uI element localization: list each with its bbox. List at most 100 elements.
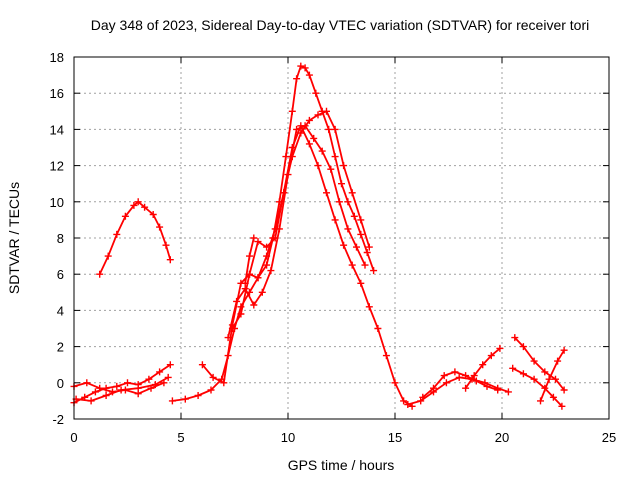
data-point bbox=[168, 397, 176, 405]
data-point bbox=[462, 372, 470, 380]
data-point bbox=[357, 216, 365, 224]
series-line-arc-8 bbox=[227, 124, 366, 339]
series-arc-4 bbox=[72, 373, 172, 405]
data-point bbox=[504, 388, 512, 396]
data-point bbox=[327, 165, 335, 173]
data-point bbox=[297, 129, 305, 137]
data-point bbox=[156, 223, 164, 231]
data-point bbox=[361, 261, 369, 269]
data-point bbox=[344, 198, 352, 206]
data-point bbox=[284, 171, 292, 179]
data-point bbox=[340, 241, 348, 249]
y-tick-label: 16 bbox=[50, 86, 64, 101]
y-tick-label: -2 bbox=[52, 412, 64, 427]
chart-title: Day 348 of 2023, Sidereal Day-to-day VTE… bbox=[91, 17, 590, 33]
y-tick-label: 8 bbox=[57, 231, 64, 246]
data-point bbox=[541, 368, 549, 376]
data-point bbox=[263, 243, 271, 251]
series-line-arc-6 bbox=[201, 65, 375, 384]
data-point bbox=[370, 267, 378, 275]
series-arc-1 bbox=[96, 198, 174, 278]
data-point bbox=[558, 402, 566, 410]
data-point bbox=[318, 147, 326, 155]
data-point bbox=[134, 198, 142, 206]
data-point bbox=[220, 379, 228, 387]
data-point bbox=[365, 303, 373, 311]
data-point bbox=[314, 162, 322, 170]
data-point bbox=[141, 203, 149, 211]
data-point bbox=[462, 384, 470, 392]
data-point bbox=[391, 379, 399, 387]
x-tick-label: 0 bbox=[70, 430, 77, 445]
series-line-arc-7 bbox=[231, 110, 371, 330]
data-point bbox=[102, 392, 110, 399]
data-point bbox=[267, 267, 275, 275]
data-point bbox=[305, 140, 313, 148]
x-tick-label: 15 bbox=[388, 430, 402, 445]
data-point bbox=[348, 189, 356, 197]
data-point bbox=[96, 384, 104, 392]
y-tick-label: 2 bbox=[57, 340, 64, 355]
data-point bbox=[149, 211, 157, 218]
data-point bbox=[344, 225, 352, 233]
data-point bbox=[113, 230, 121, 238]
data-point bbox=[207, 386, 215, 394]
data-point bbox=[365, 243, 373, 251]
data-point bbox=[530, 357, 538, 365]
data-point bbox=[293, 75, 301, 83]
data-point bbox=[509, 364, 517, 372]
data-point bbox=[130, 201, 138, 209]
data-point bbox=[258, 288, 266, 296]
data-point bbox=[554, 357, 562, 365]
y-tick-label: 12 bbox=[50, 159, 64, 174]
data-point bbox=[282, 153, 290, 161]
series-arc-9 bbox=[241, 234, 258, 287]
data-point bbox=[357, 279, 365, 287]
series-line-arc-2 bbox=[73, 363, 172, 404]
x-tick-label: 25 bbox=[602, 430, 616, 445]
data-point bbox=[487, 352, 495, 360]
data-point bbox=[470, 372, 478, 380]
data-point bbox=[325, 125, 333, 133]
y-axis-label: SDTVAR / TECUs bbox=[6, 182, 22, 294]
data-point bbox=[479, 361, 487, 369]
data-point bbox=[560, 386, 568, 394]
data-point bbox=[340, 162, 348, 170]
data-point bbox=[83, 379, 91, 387]
series-arc-6 bbox=[198, 62, 378, 387]
data-point bbox=[400, 397, 408, 405]
data-point bbox=[280, 189, 288, 197]
series-line-arc-4 bbox=[75, 376, 170, 402]
data-point bbox=[419, 393, 427, 401]
data-point bbox=[181, 395, 189, 403]
data-point bbox=[310, 134, 318, 142]
data-point bbox=[440, 372, 448, 380]
data-point bbox=[113, 382, 121, 390]
data-point bbox=[442, 379, 450, 387]
data-point bbox=[348, 261, 356, 269]
data-point bbox=[301, 64, 309, 72]
data-point bbox=[350, 212, 358, 220]
series-arc-12 bbox=[462, 344, 504, 392]
data-point bbox=[483, 382, 491, 390]
y-tick-label: 18 bbox=[50, 50, 64, 65]
data-point bbox=[560, 346, 568, 354]
data-point bbox=[134, 384, 142, 392]
data-point bbox=[552, 375, 559, 383]
series-line-arc-14 bbox=[511, 367, 563, 408]
data-point bbox=[323, 107, 330, 115]
data-point bbox=[519, 343, 527, 351]
data-point bbox=[156, 368, 164, 376]
data-point bbox=[305, 71, 313, 79]
data-point bbox=[404, 401, 412, 408]
series-arc-8 bbox=[224, 122, 369, 342]
series-line-arc-11 bbox=[421, 370, 499, 399]
data-point bbox=[237, 310, 245, 318]
data-point bbox=[241, 279, 249, 287]
data-point bbox=[96, 270, 104, 278]
data-point bbox=[335, 198, 343, 206]
data-point bbox=[363, 249, 371, 256]
plot-frame bbox=[73, 56, 610, 420]
series-arc-11 bbox=[419, 368, 502, 401]
